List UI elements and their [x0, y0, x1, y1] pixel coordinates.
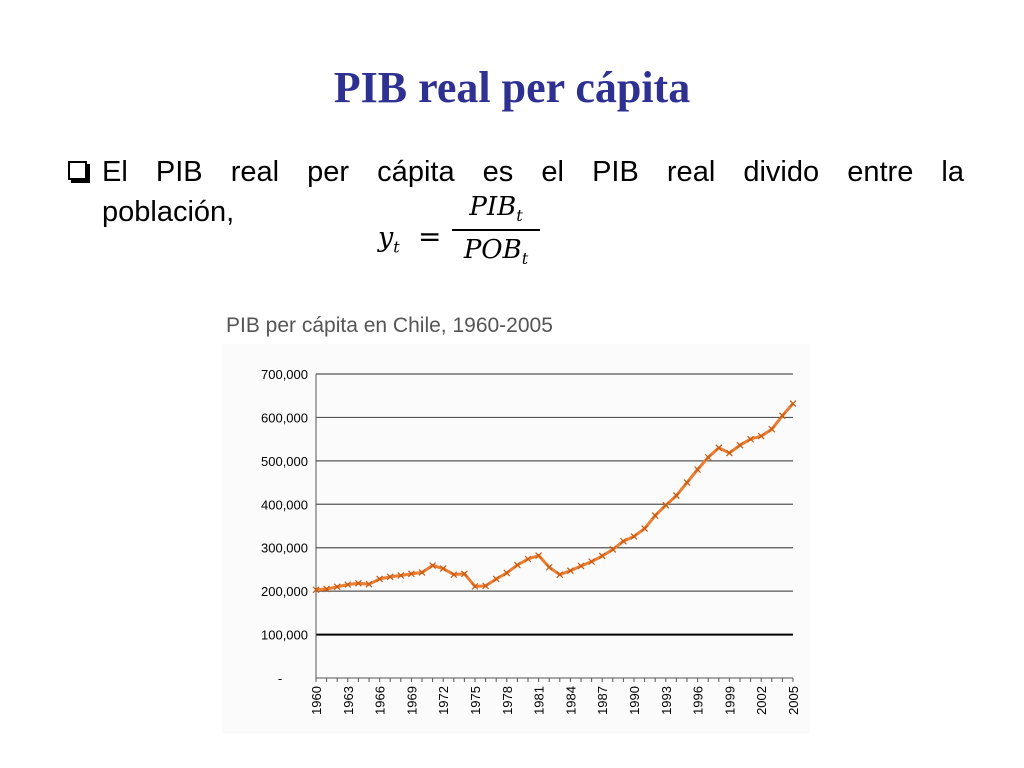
data-point [588, 558, 596, 566]
formula-num-sub: t [516, 206, 523, 226]
x-tick-label: 1987 [595, 686, 610, 715]
data-point [768, 425, 776, 433]
data-point [556, 571, 564, 579]
chart-title: PIB per cápita en Chile, 1960-2005 [226, 314, 553, 337]
y-tick-label: 500,000 [261, 454, 308, 469]
data-point [778, 412, 786, 420]
data-point [704, 453, 712, 461]
slide-title: PIB real per cápita [333, 63, 691, 112]
data-point [513, 561, 521, 569]
data-point [429, 562, 437, 569]
data-point [577, 562, 585, 570]
data-point [651, 512, 659, 520]
data-point [482, 582, 490, 590]
bullet-paragraph: El PIB real per cápita es el PIB real di… [68, 152, 964, 232]
formula: yt = PIBt POBt [378, 192, 558, 288]
y-tick-label: 700,000 [261, 367, 308, 382]
formula-fraction: PIBt POBt [452, 192, 540, 268]
x-tick-label: 1996 [691, 686, 706, 715]
data-point [715, 444, 723, 452]
formula-num-var: PIB [469, 192, 517, 222]
data-point [450, 571, 458, 579]
data-point [365, 580, 373, 588]
x-tick-label: 1960 [309, 686, 324, 715]
x-tick-label: 1978 [500, 686, 515, 715]
data-point [323, 585, 331, 593]
data-point [672, 492, 680, 500]
x-tick-label: 1963 [341, 686, 356, 715]
formula-lhs-var: y [378, 222, 394, 253]
y-tick-label: 400,000 [261, 497, 308, 512]
data-point [397, 572, 405, 579]
chart-background [222, 344, 810, 734]
data-point [598, 552, 606, 560]
y-tick-label: 300,000 [261, 541, 308, 556]
data-point [683, 479, 691, 486]
x-tick-label: 1993 [659, 686, 674, 715]
data-point [789, 400, 797, 407]
data-point [492, 575, 500, 583]
data-point [471, 582, 479, 590]
formula-den-sub: t [521, 249, 529, 269]
data-point [725, 449, 733, 457]
y-tick-label: - [278, 671, 282, 686]
data-point [524, 555, 532, 563]
data-point [503, 569, 511, 577]
data-point [566, 567, 574, 575]
x-tick-label: 1990 [627, 686, 642, 715]
data-point [333, 583, 341, 591]
data-point [407, 570, 415, 578]
formula-den-var: POB [463, 235, 522, 266]
data-point [535, 552, 543, 559]
checkbox-bullet-icon [68, 161, 87, 180]
x-tick-label: 1984 [563, 686, 578, 715]
bullet-line-2: población, [102, 196, 235, 228]
data-point [630, 532, 638, 540]
x-tick-label: 1999 [722, 686, 737, 715]
x-tick-label: 1975 [468, 686, 483, 715]
data-point [344, 581, 352, 589]
x-tick-label: 2002 [754, 686, 769, 715]
data-point [609, 546, 617, 553]
x-tick-label: 1981 [532, 686, 547, 715]
y-tick-label: 200,000 [261, 584, 308, 599]
data-point [694, 466, 702, 473]
y-tick-label: 100,000 [261, 628, 308, 643]
formula-numerator: PIBt [452, 192, 540, 232]
data-point [747, 435, 755, 443]
data-point [418, 569, 426, 576]
data-point [619, 537, 627, 545]
x-tick-label: 1966 [373, 686, 388, 715]
data-point [545, 563, 553, 571]
data-point [736, 441, 744, 449]
x-tick-label: 2005 [786, 686, 801, 715]
data-point [386, 573, 394, 581]
data-point [312, 586, 320, 594]
y-tick-label: 600,000 [261, 410, 308, 425]
formula-lhs: yt [378, 222, 400, 256]
data-point [376, 575, 384, 583]
x-tick-label: 1972 [436, 686, 451, 715]
data-point [641, 525, 649, 533]
data-point [757, 432, 765, 440]
bullet-line-1: El PIB real per cápita es el PIB real di… [102, 156, 964, 188]
formula-equals: = [418, 220, 442, 253]
formula-denominator: POBt [452, 231, 540, 268]
data-point [354, 579, 362, 587]
formula-lhs-sub: t [393, 237, 400, 257]
data-point [439, 565, 447, 572]
x-tick-label: 1969 [404, 686, 419, 715]
data-point [460, 570, 468, 578]
data-point [662, 501, 670, 509]
series-line [315, 402, 795, 592]
